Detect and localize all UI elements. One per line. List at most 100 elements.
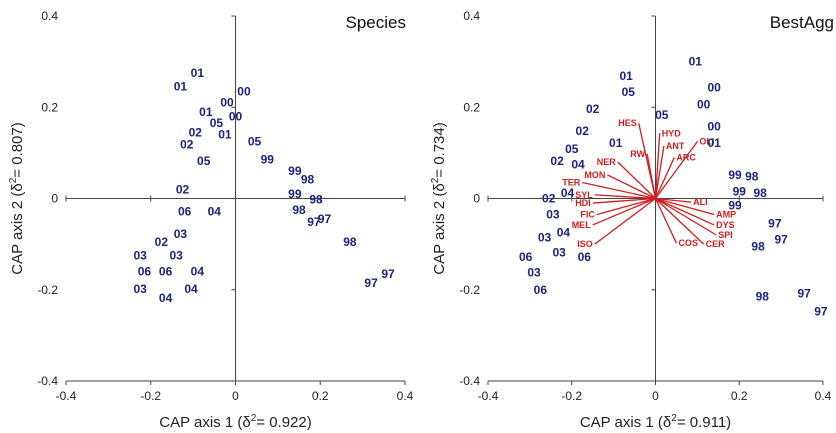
data-point-label: 04 [159,291,173,305]
data-point-label: 04 [557,226,571,240]
data-point-label: 03 [553,245,567,259]
data-point-label: 04 [184,282,198,296]
vector-line [607,174,656,200]
data-point-label: 00 [707,119,721,133]
data-point-label: 99 [733,185,747,199]
vector-label: DYS [716,220,735,230]
data-point-label: 03 [133,249,147,263]
x-tick-label: 0.4 [815,389,832,403]
data-point-label: 06 [534,283,548,297]
vector-label: OLI [699,136,714,146]
panel-title-species: Species [346,13,406,32]
vector-line [594,197,656,245]
vector-label: COS [678,238,698,248]
vector-label: ALI [693,197,708,207]
data-point-label: 97 [381,267,395,281]
data-point-label: 99 [288,187,302,201]
y-tick-label: -0.2 [37,283,58,297]
data-point-label: 01 [689,55,703,69]
vector-label: MEL [572,220,592,230]
data-point-label: 99 [728,168,742,182]
vector-line [654,145,665,199]
vector-label: CER [706,239,726,249]
vector-label: ANT [666,141,685,151]
data-point-label: 98 [309,192,323,206]
data-point-label: 00 [237,84,251,98]
vector-label: FIC [580,209,595,219]
x-tick-label: -0.2 [140,389,161,403]
data-point-label: 03 [527,265,541,279]
data-point-label: 01 [199,105,213,119]
data-point-label: 00 [707,81,721,95]
data-point-label: 98 [745,170,759,184]
data-point-label: 97 [797,286,811,300]
data-point-label: 97 [814,305,828,319]
vector-line [592,197,656,204]
x-axis-label: CAP axis 1 (δ2= 0.922) [159,413,311,431]
data-point-label: 97 [318,212,332,226]
data-point-label: 01 [620,69,634,83]
data-point-label: 97 [774,233,788,247]
data-point-label: 00 [220,96,234,110]
y-tick-label: 0.2 [41,100,58,114]
vector-label: HES [618,118,637,128]
data-point-label: 03 [546,207,560,221]
vector-label: HDI [575,198,591,208]
vector-label: NER [597,157,617,167]
vector-line [582,181,656,200]
x-tick-label: -0.4 [478,389,499,403]
data-point-label: 05 [622,85,636,99]
data-point-label: 00 [697,98,711,112]
data-point-label: 02 [180,138,194,152]
data-point-label: 99 [288,164,302,178]
data-point-label: 02 [176,182,190,196]
data-point-label: 99 [261,153,275,167]
x-tick-label: 0.4 [397,389,414,403]
vector-line [655,197,715,226]
data-point-label: 01 [218,128,232,142]
y-tick-label: -0.2 [459,283,480,297]
data-point-label: 02 [550,154,564,168]
y-tick-label: 0.4 [41,9,58,23]
data-point-label: 98 [343,235,357,249]
vector-label: SPI [718,230,733,240]
vector-line [596,197,656,216]
data-point-label: 98 [292,203,306,217]
y-tick-label: 0 [473,192,480,206]
vector-line [592,197,656,226]
vector-label: SYL [575,190,593,200]
data-point-label: 03 [133,282,147,296]
vector-line [654,141,698,199]
y-tick-label: 0 [51,192,58,206]
data-point-label: 06 [159,265,173,279]
x-tick-label: 0.2 [312,389,329,403]
data-point-label: 03 [174,227,188,241]
vector-line [655,197,717,236]
data-point-label: 06 [578,250,592,264]
x-tick-label: 0.2 [731,389,748,403]
data-point-label: 98 [301,172,315,186]
data-point-label: 97 [768,217,782,231]
data-point-label: 99 [728,198,742,212]
x-tick-label: -0.4 [56,389,77,403]
vector-label: RW [630,149,645,159]
vector-line [655,197,715,216]
x-tick-label: -0.2 [561,389,582,403]
y-tick-label: 0.2 [463,100,480,114]
vector-line [617,161,656,199]
x-tick-label: 0 [652,389,659,403]
data-point-label: 05 [655,108,669,122]
data-point-label: 04 [561,186,575,200]
vector-label: HYD [662,128,682,138]
vector-label: MON [584,170,605,180]
data-point-label: 03 [169,249,183,263]
data-point-label: 05 [197,154,211,168]
x-tick-label: 0 [232,389,239,403]
data-point-label: 06 [138,265,152,279]
y-axis-label: CAP axis 2 (δ2= 0.807) [8,122,26,274]
vector-line [655,197,692,203]
vector-label: TER [562,178,581,188]
panel-title-bestagg: BestAgg [770,13,834,32]
vector-line [654,133,661,199]
vector-line [654,157,675,199]
